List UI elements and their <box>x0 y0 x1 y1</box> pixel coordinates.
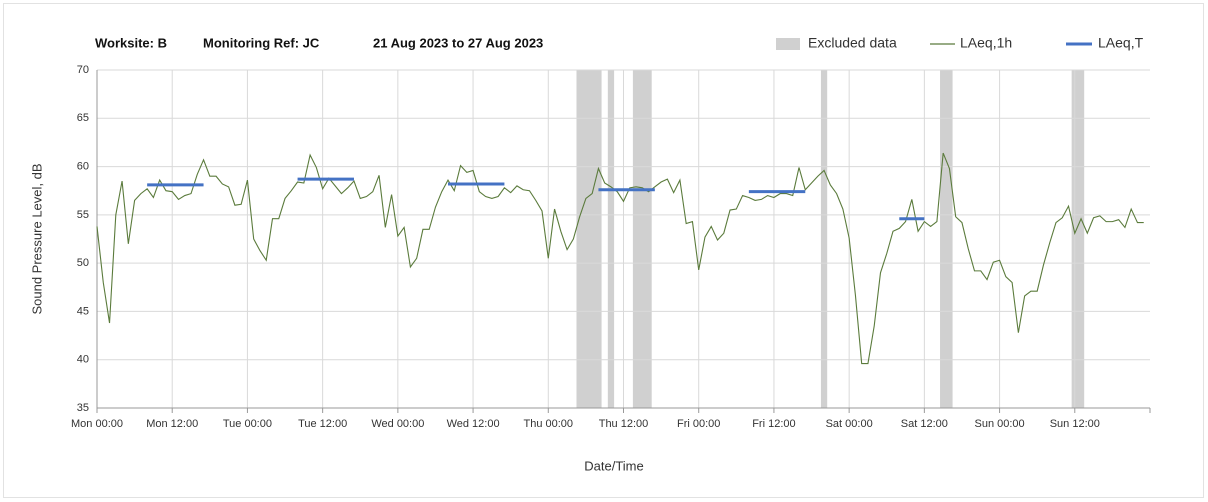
x-tick-label: Thu 12:00 <box>599 418 649 430</box>
excluded-band <box>820 70 828 408</box>
x-tick-label: Thu 00:00 <box>524 418 574 430</box>
legend-label: LAeq,T <box>1098 35 1144 51</box>
legend-swatch-excluded <box>776 38 800 50</box>
x-tick-label: Sun 12:00 <box>1050 418 1100 430</box>
chart-title: 21 Aug 2023 to 27 Aug 2023 <box>373 35 543 50</box>
x-tick-label: Sat 00:00 <box>826 418 873 430</box>
y-tick-label: 60 <box>77 160 89 172</box>
excluded-band <box>607 70 615 408</box>
x-tick-label: Fri 00:00 <box>677 418 720 430</box>
x-tick-label: Sun 00:00 <box>974 418 1024 430</box>
x-tick-label: Tue 00:00 <box>223 418 272 430</box>
y-tick-label: 70 <box>77 64 89 76</box>
y-tick-label: 65 <box>77 112 89 124</box>
y-tick-label: 40 <box>77 354 89 366</box>
y-axis-label: Sound Pressure Level, dB <box>29 163 44 314</box>
legend-label: LAeq,1h <box>960 35 1012 51</box>
y-tick-label: 50 <box>77 257 89 269</box>
x-tick-label: Mon 00:00 <box>71 418 123 430</box>
x-tick-label: Sat 12:00 <box>901 418 948 430</box>
x-axis-label: Date/Time <box>584 458 643 473</box>
x-tick-label: Wed 12:00 <box>447 418 500 430</box>
legend-label: Excluded data <box>808 35 897 51</box>
y-tick-label: 35 <box>77 402 89 414</box>
x-tick-label: Fri 12:00 <box>752 418 795 430</box>
y-tick-label: 55 <box>77 209 89 221</box>
y-tick-label: 45 <box>77 305 89 317</box>
x-tick-label: Mon 12:00 <box>146 418 198 430</box>
x-tick-label: Tue 12:00 <box>298 418 347 430</box>
excluded-band <box>940 70 953 408</box>
chart-title: Monitoring Ref: JC <box>203 35 320 50</box>
series-line <box>96 152 1144 365</box>
excluded-band <box>576 70 602 408</box>
excluded-band <box>1071 70 1085 408</box>
chart-frame <box>3 3 1204 498</box>
chart-title: Worksite: B <box>95 35 167 50</box>
excluded-band <box>632 70 652 408</box>
x-tick-label: Wed 00:00 <box>371 418 424 430</box>
